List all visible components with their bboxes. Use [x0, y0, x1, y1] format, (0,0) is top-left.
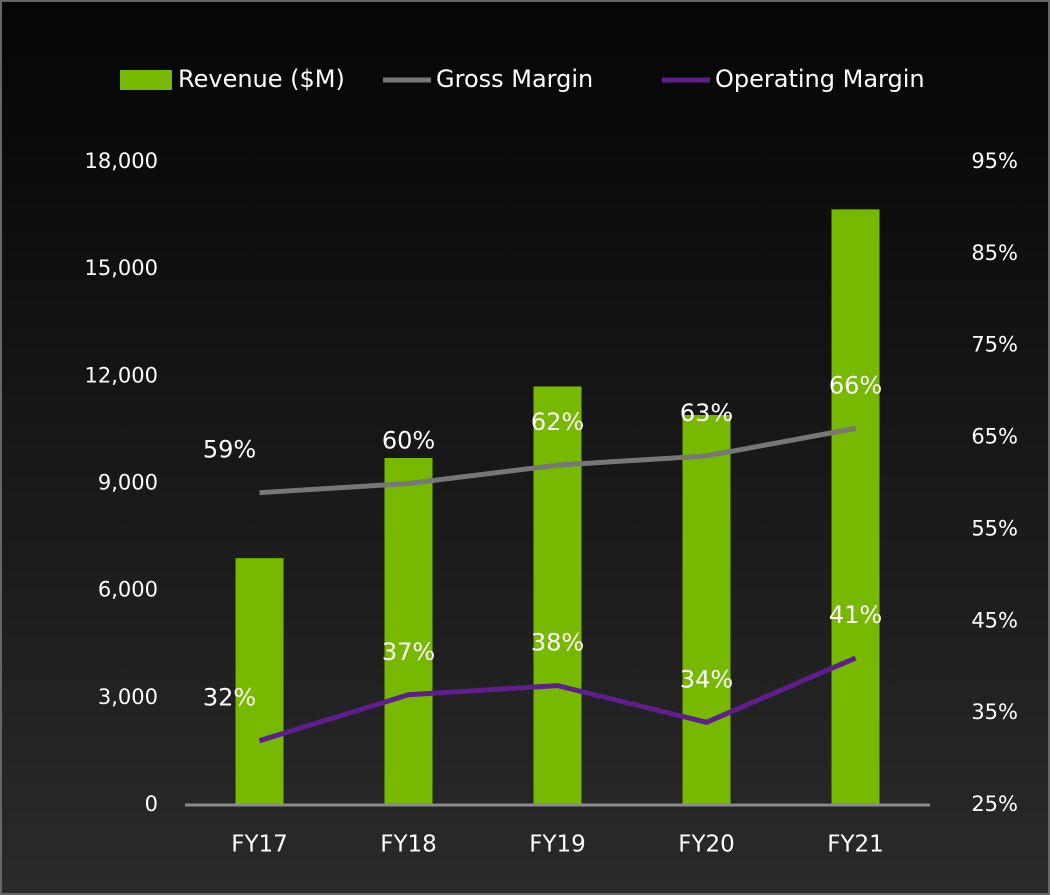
data-label: 62% — [531, 408, 584, 436]
x-tick-label: FY19 — [529, 832, 586, 858]
y-tick-label: 12,000 — [85, 363, 158, 387]
y-tick-label: 0 — [145, 792, 158, 816]
y2-tick-label: 65% — [971, 425, 1018, 449]
line — [259, 425, 856, 496]
y2-tick-label: 85% — [971, 241, 1018, 265]
data-label: 59% — [203, 436, 256, 464]
data-label: 37% — [382, 638, 435, 666]
bar — [235, 558, 284, 805]
y-tick-label: 18,000 — [85, 149, 158, 173]
legend-swatch — [120, 70, 172, 90]
x-tick-label: FY18 — [380, 832, 437, 858]
x-tick-label: FY21 — [827, 832, 884, 858]
y2-tick-label: 75% — [971, 333, 1018, 357]
legend-label: Operating Margin — [715, 65, 925, 93]
bar — [533, 386, 582, 805]
legend-label: Gross Margin — [436, 65, 593, 93]
y-tick-label: 6,000 — [98, 578, 158, 602]
x-tick-label: FY17 — [231, 832, 288, 858]
data-label: 66% — [829, 371, 882, 399]
x-tick-label: FY20 — [678, 832, 735, 858]
bar — [831, 209, 880, 806]
y2-tick-label: 35% — [971, 700, 1018, 724]
data-label: 34% — [680, 665, 733, 693]
bar — [682, 414, 731, 805]
legend-label: Revenue ($M) — [178, 65, 345, 93]
y2-tick-label: 55% — [971, 516, 1018, 540]
y-tick-label: 15,000 — [85, 256, 158, 280]
y-tick-label: 9,000 — [98, 471, 158, 495]
y2-tick-label: 45% — [971, 608, 1018, 632]
data-label: 32% — [203, 684, 256, 712]
data-label: 60% — [382, 427, 435, 455]
y2-tick-label: 95% — [971, 149, 1018, 173]
data-label: 41% — [829, 601, 882, 629]
bar — [384, 457, 433, 805]
y-tick-label: 3,000 — [98, 685, 158, 709]
line — [258, 655, 857, 744]
data-label: 38% — [531, 629, 584, 657]
y2-tick-label: 25% — [971, 792, 1018, 816]
data-label: 63% — [680, 399, 733, 427]
